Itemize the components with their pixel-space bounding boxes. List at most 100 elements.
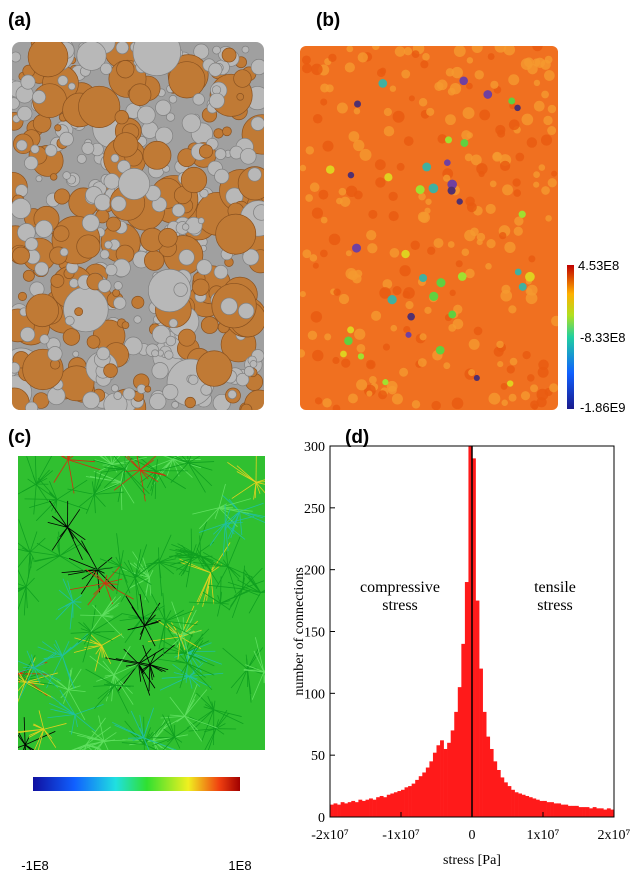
bar (567, 805, 572, 817)
bond (25, 557, 34, 587)
bond (59, 527, 68, 538)
particle (113, 281, 123, 291)
bond (144, 614, 156, 627)
bond (29, 537, 46, 553)
panel-label: (c) (8, 427, 31, 448)
particle (344, 62, 355, 73)
bar (511, 789, 515, 817)
bar (610, 809, 615, 817)
particle (44, 144, 58, 157)
bar (468, 446, 473, 817)
particle (110, 195, 127, 212)
particle (532, 58, 541, 67)
bond (18, 744, 26, 748)
bond (36, 470, 54, 485)
particle (501, 399, 508, 407)
particles (300, 46, 558, 410)
bond (101, 473, 122, 483)
bond (193, 562, 228, 567)
bond (25, 577, 35, 588)
annotation: compressive (360, 579, 440, 596)
particle (320, 98, 328, 106)
bond (144, 625, 156, 647)
bond (251, 671, 265, 700)
particle (49, 173, 58, 181)
bond (140, 625, 145, 635)
bond (53, 459, 69, 483)
particle (465, 268, 475, 279)
particle (378, 79, 388, 88)
bond (115, 658, 150, 666)
particle (367, 243, 378, 254)
bond (204, 728, 217, 750)
particle (359, 148, 372, 161)
particle (347, 326, 355, 334)
bond (67, 509, 81, 528)
bond (18, 677, 21, 680)
bond (91, 631, 101, 634)
bond (104, 674, 114, 677)
bond (31, 654, 35, 668)
bond (146, 470, 157, 489)
bar (347, 802, 352, 817)
particle (236, 372, 250, 387)
bond (224, 523, 246, 540)
bond (43, 729, 57, 748)
particle (188, 374, 199, 385)
particle (433, 238, 444, 248)
bond (175, 659, 188, 664)
bond (94, 484, 117, 495)
bond (90, 615, 103, 632)
bond (220, 602, 229, 605)
colorbar-label: 1E8 (228, 858, 251, 873)
particle (383, 107, 392, 117)
bond (18, 667, 35, 673)
particle (419, 333, 427, 341)
particle (250, 58, 264, 76)
bond (207, 695, 215, 710)
particle (527, 374, 535, 382)
bond (187, 633, 203, 664)
bond (82, 622, 92, 633)
bond (187, 456, 189, 463)
bond (176, 629, 188, 664)
particle (171, 401, 179, 409)
bond (174, 727, 190, 738)
bond (67, 580, 74, 602)
bond (18, 679, 21, 681)
particle (243, 366, 255, 377)
bond (136, 456, 157, 472)
particle (17, 105, 33, 122)
bond (162, 736, 175, 750)
particle (437, 134, 447, 144)
annotation: tensile (534, 579, 576, 596)
bond (127, 737, 144, 739)
particle (81, 142, 95, 155)
bond (218, 507, 238, 528)
particle (451, 66, 463, 79)
bond (236, 668, 248, 694)
particle (96, 346, 111, 361)
bond (84, 744, 87, 750)
bond (242, 580, 265, 590)
bond (43, 728, 53, 739)
particle (114, 110, 129, 125)
stress-image (300, 46, 558, 410)
bond (224, 509, 231, 524)
bond (162, 715, 185, 730)
bond (208, 584, 243, 590)
bond (214, 507, 220, 520)
bond (18, 660, 35, 669)
particle (122, 387, 136, 401)
bond (18, 682, 26, 703)
bond (218, 498, 252, 509)
particle (383, 125, 395, 137)
bond (100, 456, 113, 465)
particle (489, 180, 497, 188)
particle (379, 287, 391, 299)
particle (356, 343, 366, 353)
bond (188, 462, 213, 471)
particle (100, 62, 113, 75)
particle (340, 196, 351, 207)
bond (67, 527, 90, 556)
